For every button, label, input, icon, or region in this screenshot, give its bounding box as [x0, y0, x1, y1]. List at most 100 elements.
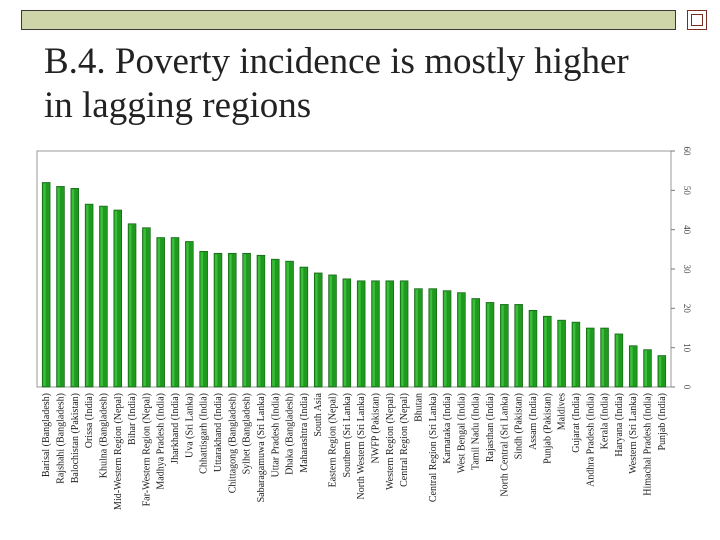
x-tick-label: Assam (India): [528, 393, 539, 450]
bar-highlight: [43, 183, 46, 386]
x-tick-label: North Western (Sri Lanka): [356, 393, 367, 499]
bar-body: [399, 280, 409, 388]
bar-highlight: [329, 275, 332, 386]
bar-highlight: [257, 256, 261, 386]
x-tick-label: Balochistan (Pakistan): [70, 393, 81, 483]
bar-body: [113, 209, 122, 388]
x-tick-label: Maldives: [557, 393, 568, 430]
bar-highlight: [172, 238, 175, 386]
x-tick-label: Sabaragamuwa (Sri Lanka): [256, 393, 267, 502]
bar-highlight: [644, 350, 647, 386]
x-tick-label: Uva (Sri Lanka): [184, 393, 195, 458]
bar-body: [41, 182, 51, 388]
bar: [242, 252, 251, 388]
x-tick-label: Karnataka (India): [442, 393, 453, 464]
bar-highlight: [143, 228, 146, 386]
bar-highlight: [515, 305, 519, 386]
bars-group: [41, 182, 667, 388]
bar: [643, 349, 652, 388]
bar: [84, 203, 94, 388]
bar-highlight: [386, 281, 390, 386]
x-tick-label: Sylhet (Bangladesh): [242, 393, 253, 474]
bar-highlight: [587, 329, 590, 386]
x-tick-label: South Asia: [313, 392, 324, 436]
bar-body: [500, 304, 509, 388]
bar-body: [356, 280, 366, 388]
bar-body: [199, 251, 208, 388]
bar: [628, 345, 638, 388]
bar: [371, 280, 380, 388]
bar-body: [299, 266, 309, 388]
bar-highlight: [501, 305, 504, 386]
bar: [356, 280, 366, 388]
bar-highlight: [372, 281, 375, 386]
bar-highlight: [129, 224, 132, 386]
x-tick-label: Punjab (Pakistan): [542, 393, 553, 464]
x-tick-label: Uttarakhand (India): [213, 393, 224, 472]
y-tick-label: 0: [682, 385, 692, 390]
bar: [457, 292, 466, 388]
bar-body: [170, 237, 180, 388]
x-tick-label: Gujarat (India): [571, 393, 582, 453]
bar-body: [213, 252, 223, 388]
x-tick-label: Barisal (Bangladesh): [41, 393, 52, 477]
slide-title-line-2: in lagging regions: [44, 85, 312, 126]
bar-highlight: [572, 323, 576, 386]
bar-body: [414, 288, 423, 388]
bar-highlight: [157, 238, 161, 386]
bar-body: [127, 223, 137, 388]
x-tick-label: North Central (Sri Lanka): [499, 393, 510, 497]
bar: [328, 274, 337, 388]
bar-body: [643, 349, 652, 388]
bar-highlight: [615, 334, 619, 386]
bar-highlight: [71, 189, 75, 386]
bar-body: [471, 298, 480, 388]
bar-body: [185, 241, 194, 388]
y-tick-label: 10: [682, 343, 692, 353]
bar: [228, 252, 237, 388]
x-tick-label: Western (Sri Lanka): [628, 393, 639, 474]
bar: [543, 315, 552, 388]
bar-highlight: [186, 242, 189, 386]
bar-body: [371, 280, 380, 388]
bar: [557, 319, 566, 388]
bar-highlight: [415, 289, 418, 386]
bar-body: [328, 274, 337, 388]
x-tick-label: Chittagong (Bangladesh): [227, 393, 238, 493]
x-tick-label: Punjab (India): [657, 393, 668, 451]
bar-body: [242, 252, 251, 388]
bar-highlight: [630, 346, 633, 386]
bar-highlight: [558, 321, 562, 386]
bar-body: [271, 258, 280, 388]
bar-highlight: [358, 281, 361, 386]
title-bar-decoration: [21, 10, 676, 30]
bar: [70, 188, 80, 388]
bar: [571, 321, 581, 388]
bar-highlight: [86, 205, 89, 386]
bar-highlight: [200, 252, 204, 386]
bar-body: [514, 304, 523, 388]
bar-body: [99, 205, 108, 388]
bar: [127, 223, 137, 388]
bar: [500, 304, 509, 388]
bar: [657, 355, 667, 388]
x-tick-label: Bihar (India): [127, 393, 138, 445]
x-tick-label: NWFP (Pakistan): [370, 393, 381, 463]
bar-body: [485, 302, 495, 388]
x-tick-label: Tamil Nadu (India): [471, 393, 482, 470]
y-tick-label: 20: [682, 304, 692, 314]
bar-highlight: [215, 254, 218, 386]
bar-body: [156, 237, 165, 388]
bar-body: [457, 292, 466, 388]
bar: [199, 251, 208, 388]
bar: [113, 209, 122, 388]
bar-body: [442, 290, 452, 388]
x-tick-label: Khulna (Bangladesh): [98, 393, 109, 478]
bar-highlight: [57, 187, 60, 386]
x-tick-label: Southern (Sri Lanka): [342, 393, 353, 477]
x-tick-label: Mid-Western Region (Nepal): [113, 393, 124, 510]
bar: [285, 260, 294, 388]
bar: [213, 252, 223, 388]
bar-body: [56, 186, 65, 388]
x-tick-label: Andhra Pradesh (India): [585, 393, 596, 487]
